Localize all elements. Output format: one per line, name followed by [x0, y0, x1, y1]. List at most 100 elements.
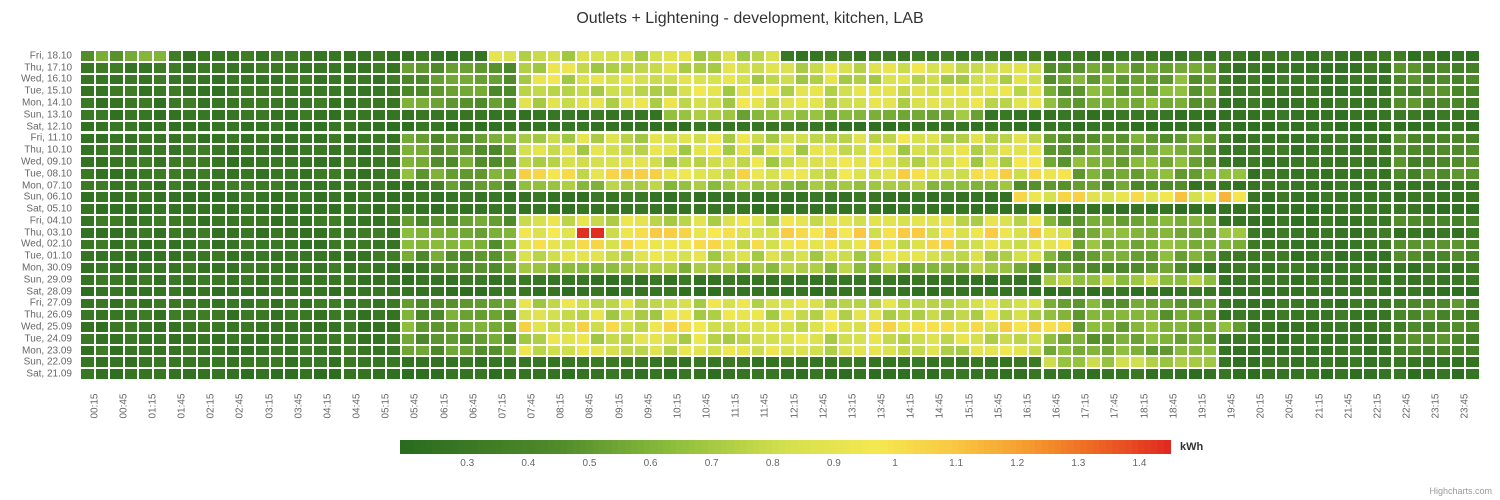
heatmap-cell[interactable] — [926, 215, 941, 227]
heatmap-cell[interactable] — [1349, 309, 1364, 321]
heatmap-cell[interactable] — [343, 262, 358, 274]
heatmap-cell[interactable] — [226, 309, 241, 321]
heatmap-cell[interactable] — [80, 133, 95, 145]
heatmap-cell[interactable] — [853, 168, 868, 180]
heatmap-cell[interactable] — [401, 85, 416, 97]
heatmap-cell[interactable] — [240, 62, 255, 74]
heatmap-cell[interactable] — [488, 239, 503, 251]
heatmap-cell[interactable] — [532, 121, 547, 133]
heatmap-cell[interactable] — [780, 262, 795, 274]
heatmap-cell[interactable] — [1378, 74, 1393, 86]
heatmap-cell[interactable] — [372, 97, 387, 109]
heatmap-cell[interactable] — [678, 227, 693, 239]
heatmap-cell[interactable] — [868, 321, 883, 333]
heatmap-cell[interactable] — [1130, 215, 1145, 227]
heatmap-cell[interactable] — [824, 250, 839, 262]
heatmap-cell[interactable] — [80, 262, 95, 274]
heatmap-cell[interactable] — [95, 144, 110, 156]
heatmap-cell[interactable] — [357, 133, 372, 145]
heatmap-cell[interactable] — [984, 121, 999, 133]
heatmap-cell[interactable] — [853, 333, 868, 345]
heatmap-cell[interactable] — [1422, 180, 1437, 192]
heatmap-cell[interactable] — [1320, 168, 1335, 180]
heatmap-cell[interactable] — [226, 133, 241, 145]
heatmap-cell[interactable] — [955, 85, 970, 97]
heatmap-cell[interactable] — [401, 74, 416, 86]
heatmap-cell[interactable] — [401, 345, 416, 357]
heatmap-cell[interactable] — [211, 262, 226, 274]
heatmap-cell[interactable] — [1086, 121, 1101, 133]
heatmap-cell[interactable] — [284, 321, 299, 333]
heatmap-cell[interactable] — [824, 239, 839, 251]
heatmap-cell[interactable] — [1261, 215, 1276, 227]
heatmap-cell[interactable] — [1057, 321, 1072, 333]
heatmap-cell[interactable] — [634, 203, 649, 215]
heatmap-cell[interactable] — [1261, 368, 1276, 380]
heatmap-cell[interactable] — [999, 298, 1014, 310]
heatmap-cell[interactable] — [765, 321, 780, 333]
heatmap-cell[interactable] — [503, 74, 518, 86]
heatmap-cell[interactable] — [1261, 227, 1276, 239]
heatmap-cell[interactable] — [663, 345, 678, 357]
heatmap-cell[interactable] — [649, 368, 664, 380]
heatmap-cell[interactable] — [182, 286, 197, 298]
heatmap-cell[interactable] — [1072, 85, 1087, 97]
heatmap-cell[interactable] — [313, 250, 328, 262]
heatmap-cell[interactable] — [80, 62, 95, 74]
heatmap-cell[interactable] — [1334, 227, 1349, 239]
heatmap-cell[interactable] — [1363, 262, 1378, 274]
heatmap-cell[interactable] — [1028, 62, 1043, 74]
heatmap-cell[interactable] — [255, 368, 270, 380]
heatmap-cell[interactable] — [926, 250, 941, 262]
heatmap-cell[interactable] — [1363, 333, 1378, 345]
heatmap-cell[interactable] — [547, 309, 562, 321]
heatmap-cell[interactable] — [1436, 345, 1451, 357]
heatmap-cell[interactable] — [255, 262, 270, 274]
heatmap-cell[interactable] — [1305, 180, 1320, 192]
heatmap-cell[interactable] — [722, 321, 737, 333]
heatmap-cell[interactable] — [795, 298, 810, 310]
heatmap-cell[interactable] — [430, 144, 445, 156]
heatmap-cell[interactable] — [561, 62, 576, 74]
heatmap-cell[interactable] — [897, 156, 912, 168]
heatmap-cell[interactable] — [1072, 321, 1087, 333]
heatmap-cell[interactable] — [1043, 250, 1058, 262]
heatmap-cell[interactable] — [1276, 309, 1291, 321]
heatmap-cell[interactable] — [1261, 250, 1276, 262]
heatmap-cell[interactable] — [109, 62, 124, 74]
heatmap-cell[interactable] — [1203, 321, 1218, 333]
heatmap-cell[interactable] — [226, 215, 241, 227]
heatmap-cell[interactable] — [474, 239, 489, 251]
heatmap-cell[interactable] — [1028, 333, 1043, 345]
heatmap-cell[interactable] — [1363, 133, 1378, 145]
heatmap-cell[interactable] — [1422, 62, 1437, 74]
heatmap-cell[interactable] — [430, 239, 445, 251]
heatmap-cell[interactable] — [693, 50, 708, 62]
heatmap-cell[interactable] — [313, 309, 328, 321]
heatmap-cell[interactable] — [503, 333, 518, 345]
heatmap-cell[interactable] — [590, 168, 605, 180]
heatmap-cell[interactable] — [663, 97, 678, 109]
heatmap-cell[interactable] — [824, 133, 839, 145]
heatmap-cell[interactable] — [430, 50, 445, 62]
heatmap-cell[interactable] — [780, 144, 795, 156]
heatmap-cell[interactable] — [1320, 50, 1335, 62]
heatmap-cell[interactable] — [270, 85, 285, 97]
heatmap-cell[interactable] — [313, 62, 328, 74]
heatmap-cell[interactable] — [1422, 156, 1437, 168]
heatmap-cell[interactable] — [124, 203, 139, 215]
heatmap-cell[interactable] — [1043, 262, 1058, 274]
heatmap-cell[interactable] — [678, 309, 693, 321]
heatmap-cell[interactable] — [780, 85, 795, 97]
heatmap-cell[interactable] — [226, 156, 241, 168]
heatmap-cell[interactable] — [868, 133, 883, 145]
heatmap-cell[interactable] — [1451, 97, 1466, 109]
heatmap-cell[interactable] — [561, 321, 576, 333]
heatmap-cell[interactable] — [736, 144, 751, 156]
heatmap-cell[interactable] — [357, 168, 372, 180]
heatmap-cell[interactable] — [824, 262, 839, 274]
heatmap-cell[interactable] — [168, 215, 183, 227]
heatmap-cell[interactable] — [313, 121, 328, 133]
heatmap-cell[interactable] — [765, 121, 780, 133]
heatmap-cell[interactable] — [1057, 74, 1072, 86]
